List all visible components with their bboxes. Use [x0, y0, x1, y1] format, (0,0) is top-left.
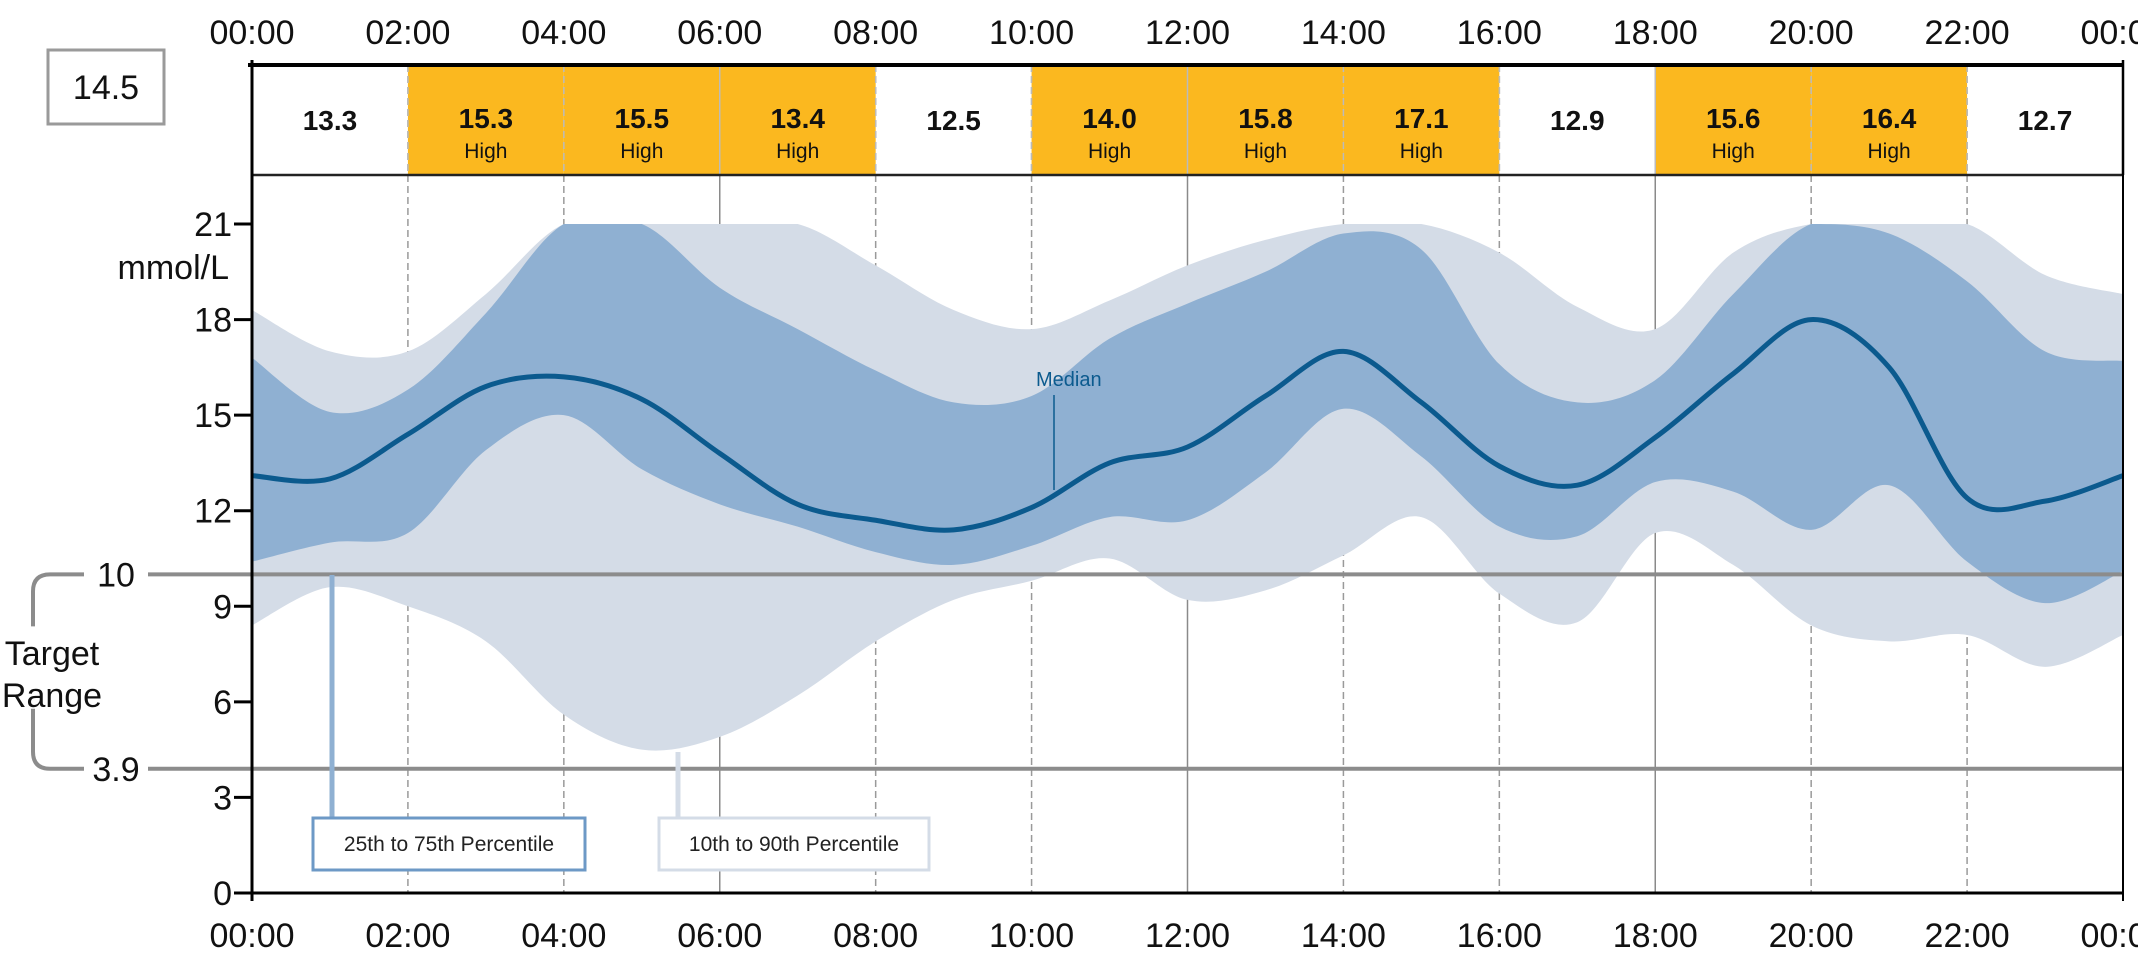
- y-tick-label: 9: [213, 588, 232, 626]
- period-median-value: 15.3: [459, 103, 514, 134]
- x-tick-label-top: 14:00: [1301, 14, 1386, 52]
- y-tick-label: 6: [213, 684, 232, 722]
- target-low-label: 3.9: [92, 751, 139, 789]
- x-tick-label-top: 18:00: [1613, 14, 1698, 52]
- median-line: [251, 317, 2124, 533]
- x-tick-label-bottom: 22:00: [1925, 917, 2010, 955]
- period-cell-high: [407, 65, 564, 175]
- target-range-bracket-bottom: [31, 708, 84, 771]
- x-tick-label-top: 02:00: [365, 14, 450, 52]
- period-median-value: 15.8: [1238, 103, 1293, 134]
- target-range-bracket-top: [31, 572, 84, 627]
- period-high-flag: High: [1712, 140, 1755, 163]
- period-median-value: 17.1: [1394, 103, 1449, 134]
- period-median-value: 13.3: [303, 105, 358, 136]
- period-median-value: 12.5: [926, 105, 981, 136]
- x-tick-label-bottom: 00:00: [2080, 917, 2138, 955]
- period-median-value: 12.9: [1550, 105, 1605, 136]
- period-high-flag: High: [776, 140, 819, 163]
- period-median-value: 16.4: [1862, 103, 1917, 134]
- legend-iqr-box: [311, 816, 587, 872]
- period-cell-high: [563, 65, 720, 175]
- x-tick-label-top: 22:00: [1925, 14, 2010, 52]
- target-range-label: Range: [2, 677, 102, 715]
- period-cell-high: [1187, 65, 1344, 175]
- median-label: Median: [1036, 369, 1102, 391]
- period-median-value: 14.0: [1082, 103, 1137, 134]
- x-tick-label-top: 00:00: [2080, 14, 2138, 52]
- overall-median-box: [46, 48, 166, 126]
- x-tick-label-top: 16:00: [1457, 14, 1542, 52]
- x-tick-label-top: 20:00: [1769, 14, 1854, 52]
- period-high-flag: High: [1400, 140, 1443, 163]
- overall-median-value: 14.5: [73, 69, 139, 107]
- x-tick-label-bottom: 14:00: [1301, 917, 1386, 955]
- x-tick-label-bottom: 10:00: [989, 917, 1074, 955]
- period-cell-high: [1811, 65, 1968, 175]
- x-tick-label-bottom: 04:00: [521, 917, 606, 955]
- x-tick-label-bottom: 02:00: [365, 917, 450, 955]
- legend-iqr-label: 25th to 75th Percentile: [344, 833, 554, 856]
- y-tick-label: 12: [194, 493, 232, 531]
- y-tick-label: 15: [194, 397, 232, 435]
- band-25-75-percentile: [252, 224, 2123, 604]
- x-tick-label-top: 06:00: [677, 14, 762, 52]
- y-tick-label: 18: [194, 302, 232, 340]
- y-tick-label: 0: [213, 875, 232, 913]
- y-tick-label: 21: [194, 206, 232, 244]
- legend-outer-label: 10th to 90th Percentile: [689, 833, 899, 856]
- x-tick-label-top: 00:00: [209, 14, 294, 52]
- target-range-label: Target: [5, 635, 100, 673]
- legend-outer-box: [657, 816, 931, 872]
- target-high-label: 10: [97, 556, 135, 594]
- period-median-value: 12.7: [2018, 105, 2073, 136]
- period-high-flag: High: [1868, 140, 1911, 163]
- x-tick-label-bottom: 16:00: [1457, 917, 1542, 955]
- period-cell-high: [1655, 65, 1812, 175]
- x-tick-label-bottom: 18:00: [1613, 917, 1698, 955]
- period-high-flag: High: [464, 140, 507, 163]
- x-tick-label-bottom: 12:00: [1145, 917, 1230, 955]
- period-high-flag: High: [620, 140, 663, 163]
- period-median-value: 15.6: [1706, 103, 1761, 134]
- x-tick-label-top: 08:00: [833, 14, 918, 52]
- x-tick-label-bottom: 00:00: [209, 917, 294, 955]
- period-cell-high: [1031, 65, 1188, 175]
- x-tick-label-bottom: 06:00: [677, 917, 762, 955]
- y-axis-unit-label: mmol/L: [118, 249, 229, 287]
- period-cell-high: [719, 65, 876, 175]
- x-tick-label-top: 10:00: [989, 14, 1074, 52]
- period-median-value: 15.5: [615, 103, 670, 134]
- period-high-flag: High: [1244, 140, 1287, 163]
- y-tick-label: 3: [213, 779, 232, 817]
- target-range: 10 3.9 Target Range: [2, 556, 2123, 789]
- axes: 00:00 00:00 02:00 02:00 04:00 04:00 06:00 06:00…: [194, 14, 2138, 955]
- x-tick-label-bottom: 08:00: [833, 917, 918, 955]
- period-cell-high: [1343, 65, 1500, 175]
- x-tick-label-top: 12:00: [1145, 14, 1230, 52]
- period-median-row: 13.3 15.3 High 15.5 High 13.4 High 12.5 14.0 High…: [248, 60, 2125, 177]
- x-tick-label-top: 04:00: [521, 14, 606, 52]
- period-high-flag: High: [1088, 140, 1131, 163]
- period-median-value: 13.4: [770, 103, 825, 134]
- x-tick-label-bottom: 20:00: [1769, 917, 1854, 955]
